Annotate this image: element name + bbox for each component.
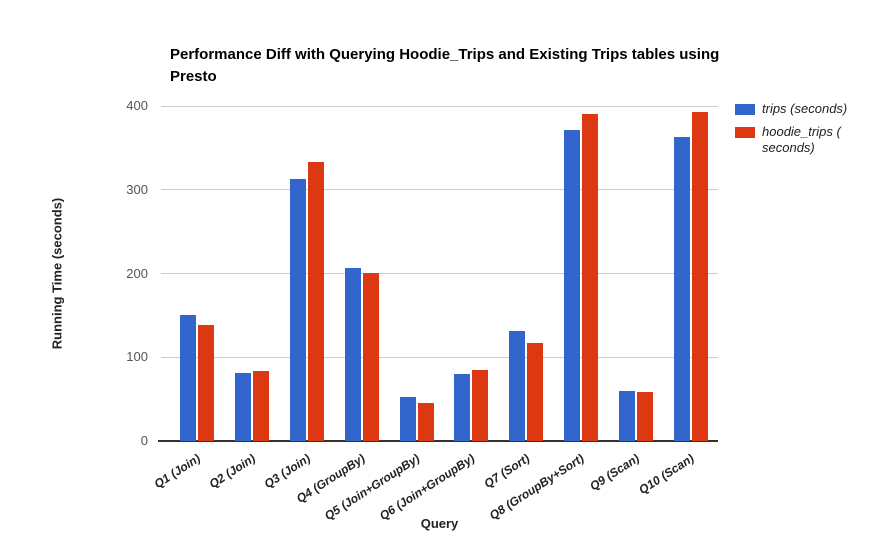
legend-label: hoodie_trips ( seconds) [762, 124, 841, 155]
bar-hoodie_trips-3 [308, 162, 324, 441]
bar-trips-2 [235, 373, 252, 441]
bar-hoodie_trips-9 [636, 391, 653, 441]
x-tick-label: Q1 (Join) [151, 451, 204, 492]
bar-trips-9 [618, 390, 635, 441]
bar-hoodie_trips-7 [527, 343, 544, 441]
y-tick-label: 0 [140, 433, 148, 448]
legend-swatch-icon [735, 127, 755, 138]
bar-trips-3 [290, 178, 306, 441]
x-axis-line [158, 440, 718, 442]
gridline [161, 105, 718, 107]
x-tick-label: Q8 (GroupBy+Sort) [487, 451, 587, 523]
bar-hoodie_trips-5 [417, 403, 434, 441]
x-tick-label: Q9 (Scan) [587, 451, 642, 494]
x-tick-label: Q5 (Join+GroupBy) [322, 451, 423, 523]
gridline [161, 189, 718, 191]
bar-trips-6 [454, 374, 471, 441]
legend-label: trips (seconds) [762, 101, 848, 116]
bar-hoodie_trips-8 [582, 114, 598, 441]
y-tick-label: 100 [126, 349, 148, 365]
legend: trips (seconds) hoodie_trips ( seconds) [735, 101, 862, 163]
x-tick-label: Q2 (Join) [206, 451, 258, 492]
bar-trips-8 [564, 130, 580, 441]
y-tick-label: 300 [126, 181, 148, 197]
chart-title: Performance Diff with Querying Hoodie_Tr… [170, 46, 720, 85]
gridline [161, 273, 718, 274]
legend-item: trips (seconds) [735, 101, 862, 117]
legend-swatch-icon [735, 104, 755, 115]
bar-hoodie_trips-6 [472, 369, 489, 441]
bar-hoodie_trips-2 [253, 370, 270, 441]
bar-trips-10 [673, 136, 690, 441]
x-tick-label: Q10 (Scan) [636, 451, 697, 498]
bar-trips-4 [344, 267, 361, 441]
bar-hoodie_trips-10 [691, 111, 708, 441]
x-tick-label: Q6 (Join+GroupBy) [377, 451, 478, 523]
bar-trips-5 [399, 397, 416, 441]
y-axis-title: Running Time (seconds) [49, 197, 65, 350]
x-axis-title: Query [420, 516, 459, 531]
legend-item: hoodie_trips ( seconds) [735, 124, 862, 156]
bar-trips-7 [509, 331, 526, 441]
bar-hoodie_trips-1 [198, 325, 215, 441]
bar-hoodie_trips-4 [362, 272, 379, 441]
bar-trips-1 [180, 315, 197, 441]
gridline [161, 356, 718, 358]
y-tick-label: 200 [126, 265, 148, 281]
y-tick-label: 400 [126, 98, 148, 113]
